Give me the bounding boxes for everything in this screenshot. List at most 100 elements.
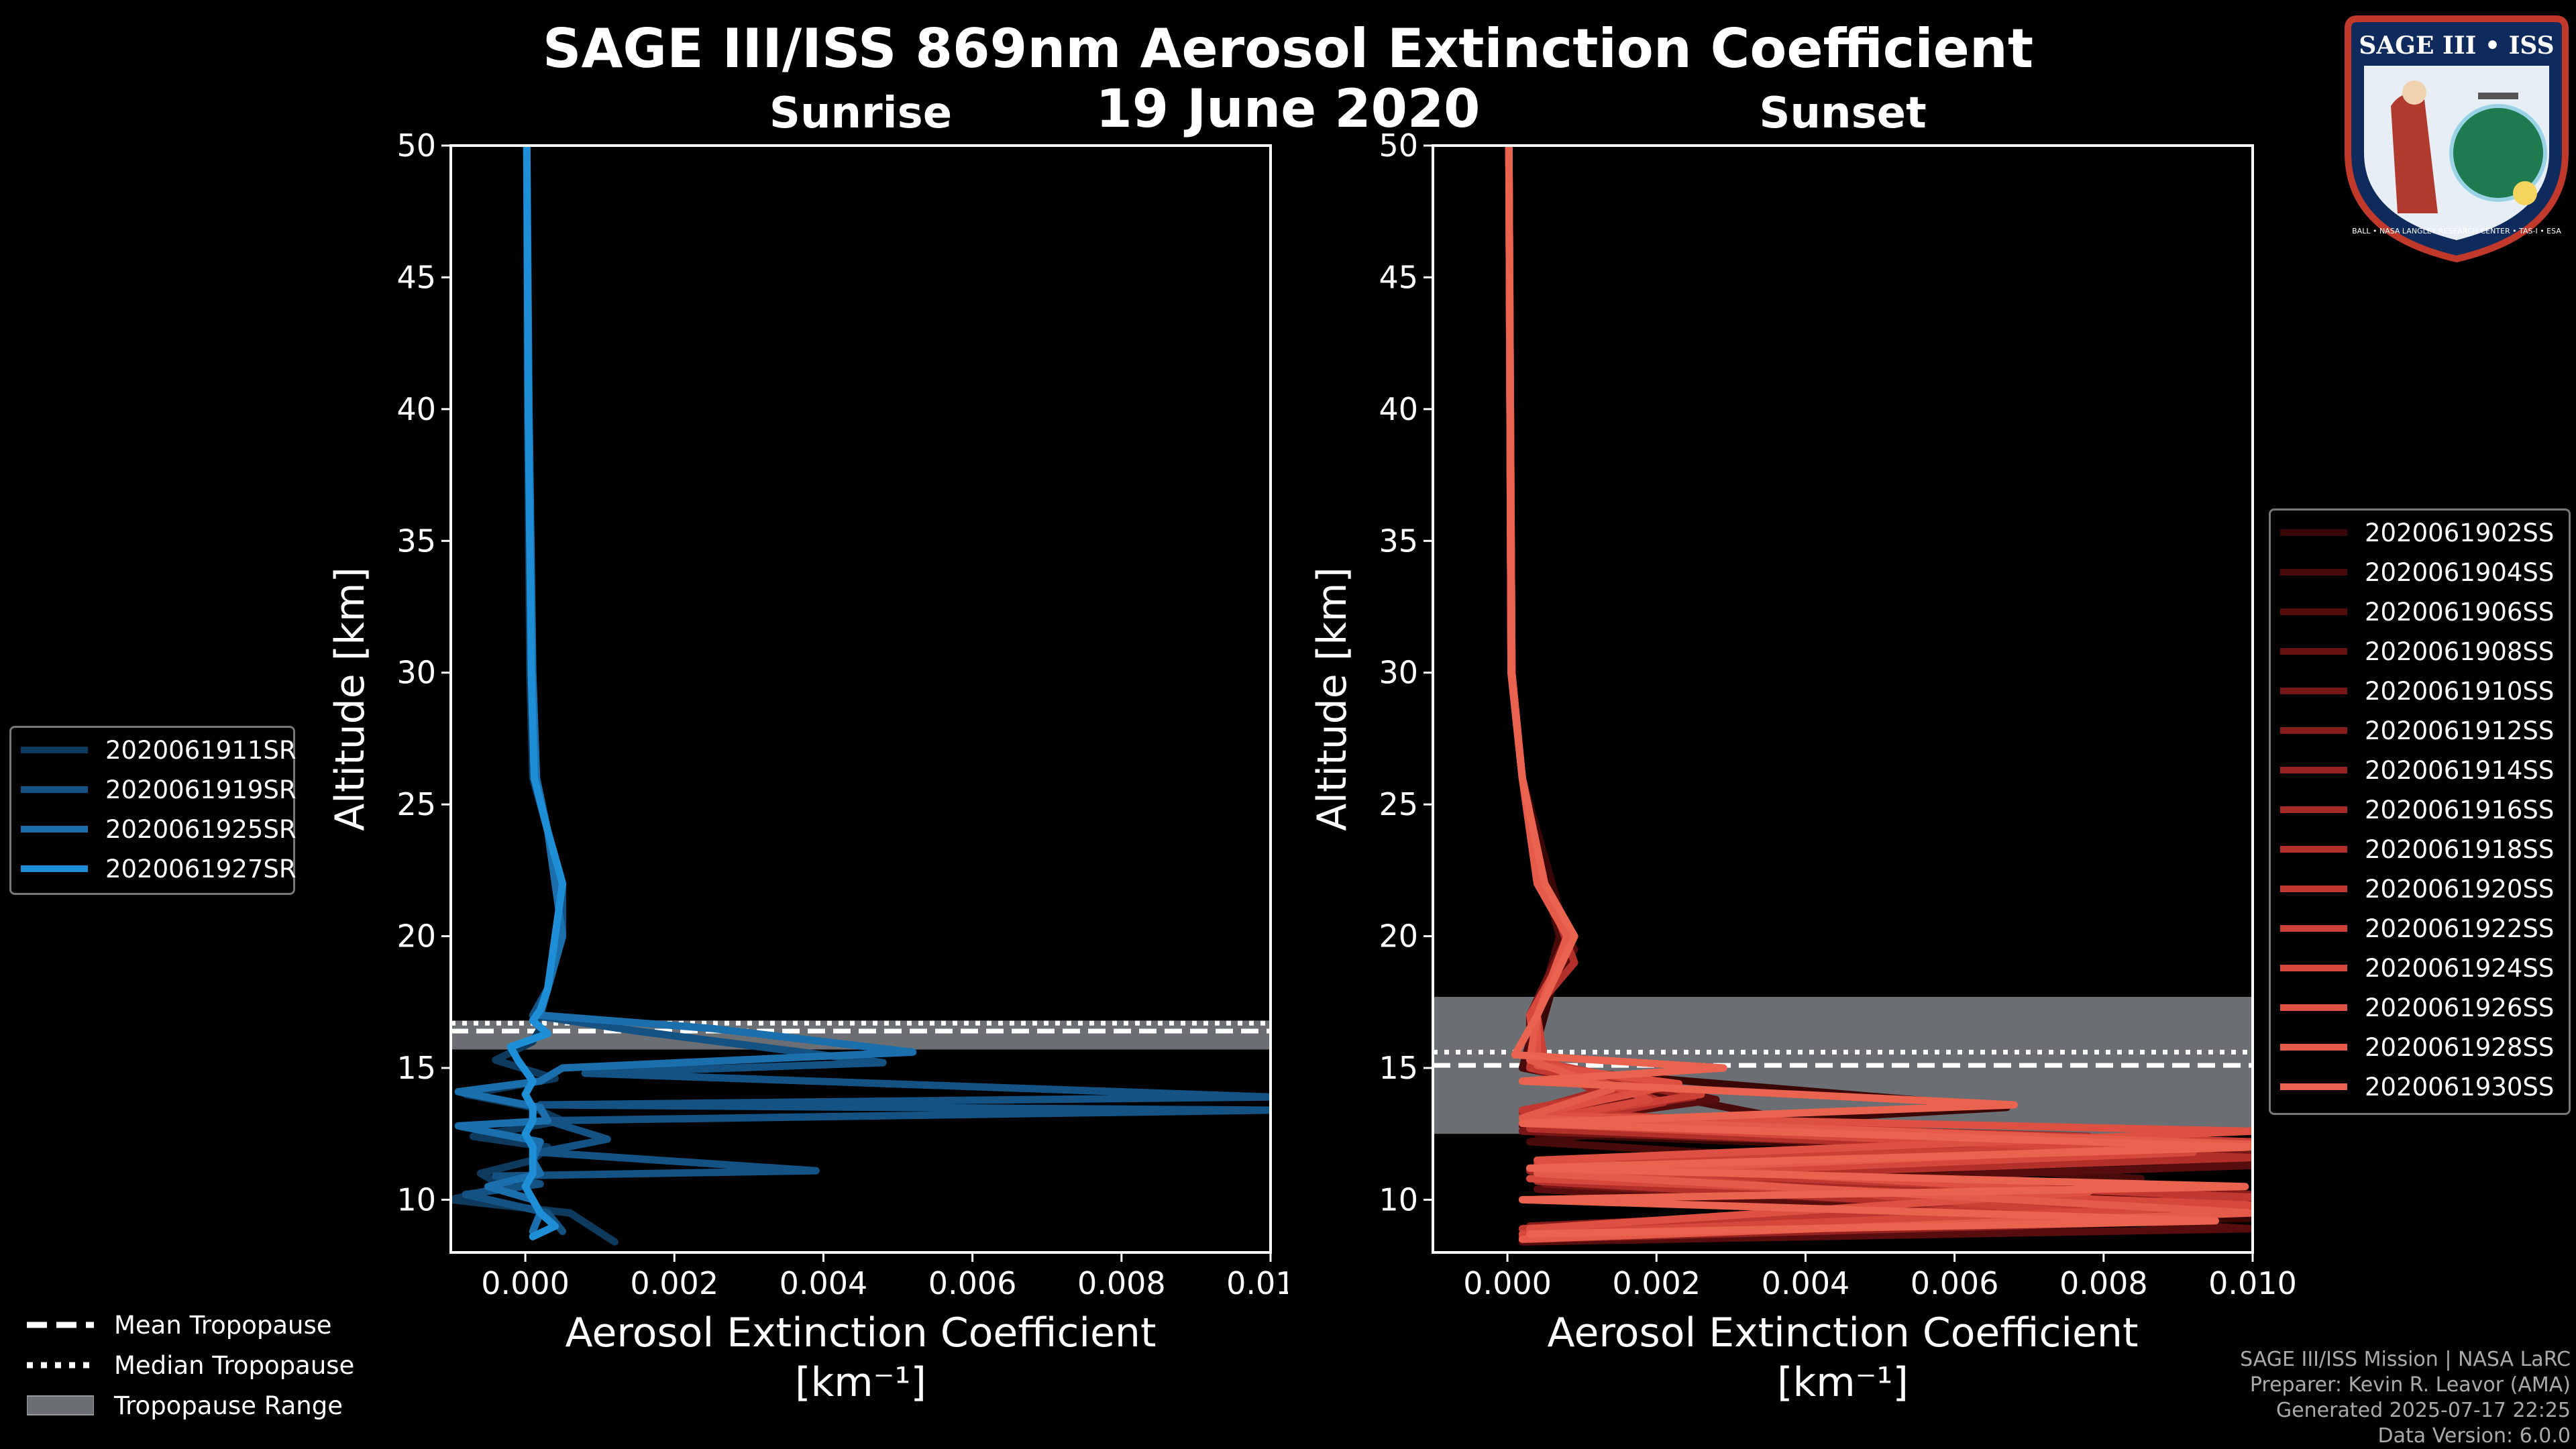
sunrise-y-tick-label: 20 bbox=[396, 918, 436, 955]
legend-swatch bbox=[2280, 688, 2347, 694]
legend-label: 2020061902SS bbox=[2365, 518, 2555, 547]
tropopause-range-label: Tropopause Range bbox=[114, 1391, 343, 1420]
legend-swatch bbox=[2280, 1044, 2347, 1051]
sunrise-plot-frame bbox=[449, 144, 1272, 1254]
sunrise-y-tick-label: 35 bbox=[396, 523, 436, 559]
legend-label: 2020061928SS bbox=[2365, 1032, 2555, 1062]
sunset-panel-title: Sunset bbox=[1759, 89, 1927, 138]
legend-swatch bbox=[21, 747, 88, 753]
sunset-x-axis-label: Aerosol Extinction Coefficient bbox=[1548, 1309, 2139, 1356]
legend-swatch bbox=[2280, 925, 2347, 932]
legend-item-2020061906SS: 2020061906SS bbox=[2271, 592, 2554, 631]
legend-item-2020061911SR: 2020061911SR bbox=[11, 731, 297, 769]
legend-label: 2020061919SR bbox=[105, 775, 297, 804]
legend-swatch bbox=[2280, 529, 2347, 536]
sunrise-x-tick-label: 0.010 bbox=[1226, 1265, 1288, 1301]
sunset-y-tick-label: 30 bbox=[1379, 655, 1418, 691]
footer-version: Data Version: 6.0.0 bbox=[2377, 1424, 2571, 1448]
sunrise-y-tick-label: 25 bbox=[396, 786, 436, 822]
sunset-y-tick-label: 40 bbox=[1379, 391, 1418, 427]
footer-generated: Generated 2025-07-17 22:25 bbox=[2275, 1399, 2571, 1422]
legend-label: 2020061906SS bbox=[2365, 597, 2555, 627]
sunset-y-tick-label: 15 bbox=[1379, 1050, 1418, 1086]
figure-date: 19 June 2020 bbox=[1095, 79, 1481, 140]
sunset-x-tick-label: 0.000 bbox=[1463, 1265, 1552, 1301]
legend-item-2020061925SR: 2020061925SR bbox=[11, 810, 297, 849]
legend-item-2020061904SS: 2020061904SS bbox=[2271, 553, 2554, 592]
legend-swatch bbox=[2280, 648, 2347, 655]
figure-title: SAGE III/ISS 869nm Aerosol Extinction Co… bbox=[542, 17, 2034, 80]
sunrise-y-tick-label: 10 bbox=[396, 1181, 436, 1218]
legend-label: 2020061924SS bbox=[2365, 953, 2555, 983]
sunrise-y-tick-label: 30 bbox=[396, 655, 436, 691]
legend-label: 2020061912SS bbox=[2365, 716, 2555, 745]
legend-label: 2020061910SS bbox=[2365, 676, 2555, 706]
legend-swatch bbox=[21, 865, 88, 872]
legend-label: 2020061930SS bbox=[2365, 1072, 2555, 1102]
sunrise-x-tick-label: 0.008 bbox=[1077, 1265, 1166, 1301]
sunset-plot-frame bbox=[1432, 144, 2254, 1254]
legend-label: 2020061904SS bbox=[2365, 557, 2555, 587]
legend-item-2020061928SS: 2020061928SS bbox=[2271, 1028, 2554, 1067]
legend-label: 2020061911SR bbox=[105, 735, 297, 765]
sunset-x-tick-label: 0.008 bbox=[2059, 1265, 2148, 1301]
legend-item-2020061922SS: 2020061922SS bbox=[2271, 909, 2554, 948]
legend-label: 2020061920SS bbox=[2365, 874, 2555, 904]
legend-swatch bbox=[2280, 885, 2347, 892]
sunrise-panel-title: Sunrise bbox=[769, 89, 953, 138]
sunset-x-tick-label: 0.006 bbox=[1911, 1265, 1999, 1301]
sunrise-y-tick-label: 50 bbox=[396, 127, 436, 164]
sage-iii-iss-logo: SAGE III • ISS BALL • NASA LANGLEY RESEA… bbox=[2344, 12, 2569, 264]
legend-swatch bbox=[2280, 569, 2347, 576]
legend-swatch bbox=[2280, 767, 2347, 773]
footer-preparer: Preparer: Kevin R. Leavor (AMA) bbox=[2249, 1373, 2571, 1397]
sunrise-x-axis-units: [km⁻¹] bbox=[795, 1359, 926, 1406]
legend-swatch bbox=[2280, 1083, 2347, 1090]
legend-item-2020061912SS: 2020061912SS bbox=[2271, 711, 2554, 750]
legend-item-2020061919SR: 2020061919SR bbox=[11, 770, 297, 809]
logo-ring-text: BALL • NASA LANGLEY RESEARCH CENTER • TA… bbox=[2352, 227, 2561, 235]
legend-item-median-tropopause: Median Tropopause bbox=[20, 1346, 354, 1385]
legend-label: 2020061926SS bbox=[2365, 993, 2555, 1022]
logo-title: SAGE III • ISS bbox=[2359, 32, 2554, 60]
sunset-y-tick-label: 25 bbox=[1379, 786, 1418, 822]
sunrise-x-tick-label: 0.002 bbox=[630, 1265, 718, 1301]
sunset-y-tick-label: 10 bbox=[1379, 1181, 1418, 1218]
legend-item-2020061920SS: 2020061920SS bbox=[2271, 869, 2554, 908]
legend-swatch bbox=[2280, 965, 2347, 971]
legend-item-2020061924SS: 2020061924SS bbox=[2271, 949, 2554, 987]
legend-swatch bbox=[2280, 806, 2347, 813]
sunrise-x-tick-label: 0.004 bbox=[780, 1265, 868, 1301]
legend-item-2020061918SS: 2020061918SS bbox=[2271, 830, 2554, 869]
sunrise-y-tick-label: 40 bbox=[396, 391, 436, 427]
legend-swatch bbox=[2280, 608, 2347, 615]
sunset-y-axis-label: Altitude [km] bbox=[1309, 567, 1356, 831]
legend-label: 2020061922SS bbox=[2365, 914, 2555, 943]
mean-tropopause-swatch bbox=[27, 1322, 94, 1328]
legend-item-2020061914SS: 2020061914SS bbox=[2271, 751, 2554, 790]
median-tropopause-label: Median Tropopause bbox=[114, 1350, 355, 1380]
legend-item-mean-tropopause: Mean Tropopause bbox=[20, 1305, 332, 1344]
legend-item-2020061930SS: 2020061930SS bbox=[2271, 1067, 2554, 1106]
legend-item-tropopause-range: Tropopause Range bbox=[20, 1386, 343, 1425]
sunset-y-tick-label: 20 bbox=[1379, 918, 1418, 955]
legend-label: 2020061914SS bbox=[2365, 755, 2555, 785]
legend-label: 2020061918SS bbox=[2365, 835, 2555, 864]
mean-tropopause-label: Mean Tropopause bbox=[114, 1310, 332, 1340]
legend-item-2020061902SS: 2020061902SS bbox=[2271, 513, 2554, 552]
legend-label: 2020061908SS bbox=[2365, 637, 2555, 666]
tropopause-legend: Mean Tropopause Median Tropopause Tropop… bbox=[20, 1305, 396, 1426]
tropopause-range-swatch bbox=[27, 1395, 94, 1415]
sunset-x-tick-label: 0.002 bbox=[1612, 1265, 1701, 1301]
series-line-2020061930SS bbox=[1505, 146, 2253, 1238]
sunrise-chart: 10 15 20 25 30 35 40 45 50 0.000 0.002 0.004 0.006 0.… bbox=[327, 127, 1288, 1406]
footer-credits: SAGE III/ISS Mission | NASA LaRC Prepare… bbox=[2240, 1347, 2571, 1449]
legend-label: 2020061916SS bbox=[2365, 795, 2555, 824]
legend-item-2020061927SR: 2020061927SR bbox=[11, 849, 297, 888]
legend-swatch bbox=[2280, 846, 2347, 853]
legend-item-2020061926SS: 2020061926SS bbox=[2271, 988, 2554, 1027]
sunset-legend: 2020061902SS 2020061904SS 2020061906SS 2020… bbox=[2269, 508, 2571, 1115]
sunrise-x-tick-label: 0.006 bbox=[928, 1265, 1017, 1301]
median-tropopause-swatch bbox=[27, 1362, 94, 1368]
legend-label: 2020061925SR bbox=[105, 814, 297, 844]
